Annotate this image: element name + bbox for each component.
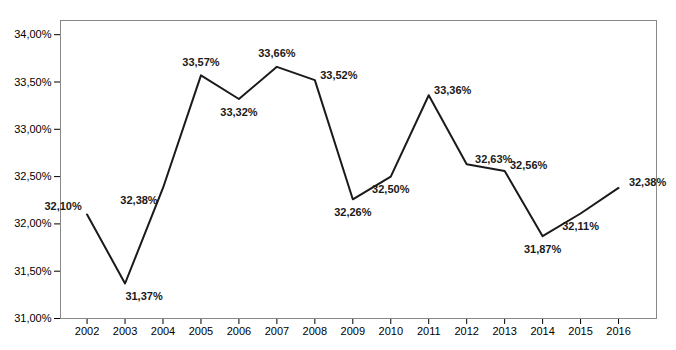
svg-text:2004: 2004 [151, 325, 175, 337]
svg-text:33,52%: 33,52% [320, 69, 358, 81]
svg-text:2002: 2002 [75, 325, 99, 337]
svg-text:2016: 2016 [606, 325, 630, 337]
svg-text:33,50%: 33,50% [14, 76, 52, 88]
svg-text:34,00%: 34,00% [14, 28, 52, 40]
svg-text:33,36%: 33,36% [434, 84, 472, 96]
svg-text:32,00%: 32,00% [14, 217, 52, 229]
svg-text:33,66%: 33,66% [258, 47, 296, 59]
svg-text:31,00%: 31,00% [14, 312, 52, 324]
svg-text:2003: 2003 [113, 325, 137, 337]
svg-text:2011: 2011 [417, 325, 441, 337]
svg-text:31,37%: 31,37% [125, 290, 163, 302]
svg-text:2008: 2008 [303, 325, 327, 337]
svg-text:2005: 2005 [189, 325, 213, 337]
svg-text:33,32%: 33,32% [220, 106, 258, 118]
svg-text:32,11%: 32,11% [562, 220, 599, 232]
svg-text:2013: 2013 [492, 325, 516, 337]
svg-text:2009: 2009 [341, 325, 365, 337]
svg-text:33,00%: 33,00% [14, 123, 52, 135]
svg-text:32,38%: 32,38% [629, 176, 667, 188]
svg-text:32,63%: 32,63% [475, 153, 513, 165]
svg-text:2014: 2014 [530, 325, 554, 337]
svg-text:33,57%: 33,57% [182, 56, 220, 68]
svg-text:2006: 2006 [227, 325, 251, 337]
svg-text:2015: 2015 [568, 325, 592, 337]
svg-text:2010: 2010 [379, 325, 403, 337]
svg-text:2012: 2012 [454, 325, 478, 337]
svg-text:32,50%: 32,50% [14, 170, 52, 182]
svg-text:31,87%: 31,87% [524, 243, 562, 255]
svg-text:32,38%: 32,38% [120, 194, 158, 206]
svg-text:32,10%: 32,10% [44, 200, 82, 212]
svg-text:32,50%: 32,50% [372, 183, 410, 195]
svg-text:32,56%: 32,56% [510, 159, 548, 171]
svg-text:2007: 2007 [265, 325, 289, 337]
svg-text:31,50%: 31,50% [14, 265, 52, 277]
svg-text:32,26%: 32,26% [334, 206, 372, 218]
